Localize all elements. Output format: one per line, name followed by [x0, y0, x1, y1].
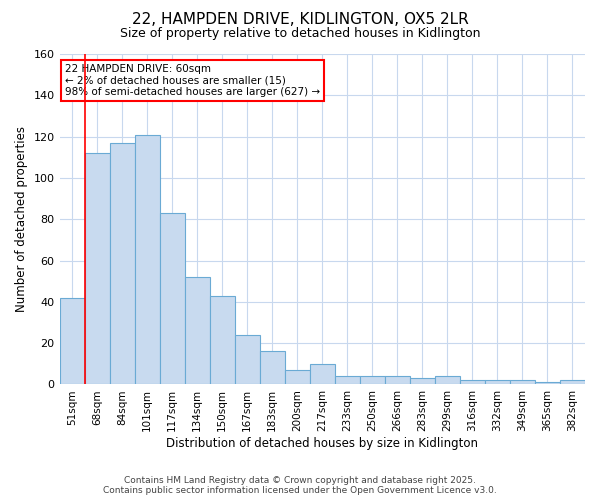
Bar: [560, 380, 585, 384]
Bar: [134, 134, 160, 384]
Bar: [235, 335, 260, 384]
Bar: [535, 382, 560, 384]
Bar: [385, 376, 410, 384]
Bar: [460, 380, 485, 384]
Bar: [260, 352, 285, 384]
Bar: [310, 364, 335, 384]
Bar: [209, 296, 235, 384]
Text: 22, HAMPDEN DRIVE, KIDLINGTON, OX5 2LR: 22, HAMPDEN DRIVE, KIDLINGTON, OX5 2LR: [131, 12, 469, 28]
Text: Size of property relative to detached houses in Kidlington: Size of property relative to detached ho…: [120, 28, 480, 40]
Bar: [59, 298, 85, 384]
Bar: [335, 376, 360, 384]
Bar: [510, 380, 535, 384]
Bar: [110, 143, 134, 384]
Bar: [410, 378, 435, 384]
Bar: [85, 153, 110, 384]
Y-axis label: Number of detached properties: Number of detached properties: [15, 126, 28, 312]
Bar: [285, 370, 310, 384]
Bar: [485, 380, 510, 384]
Text: Contains HM Land Registry data © Crown copyright and database right 2025.
Contai: Contains HM Land Registry data © Crown c…: [103, 476, 497, 495]
Bar: [160, 213, 185, 384]
Bar: [435, 376, 460, 384]
X-axis label: Distribution of detached houses by size in Kidlington: Distribution of detached houses by size …: [166, 437, 478, 450]
Text: 22 HAMPDEN DRIVE: 60sqm
← 2% of detached houses are smaller (15)
98% of semi-det: 22 HAMPDEN DRIVE: 60sqm ← 2% of detached…: [65, 64, 320, 97]
Bar: [185, 277, 209, 384]
Bar: [360, 376, 385, 384]
